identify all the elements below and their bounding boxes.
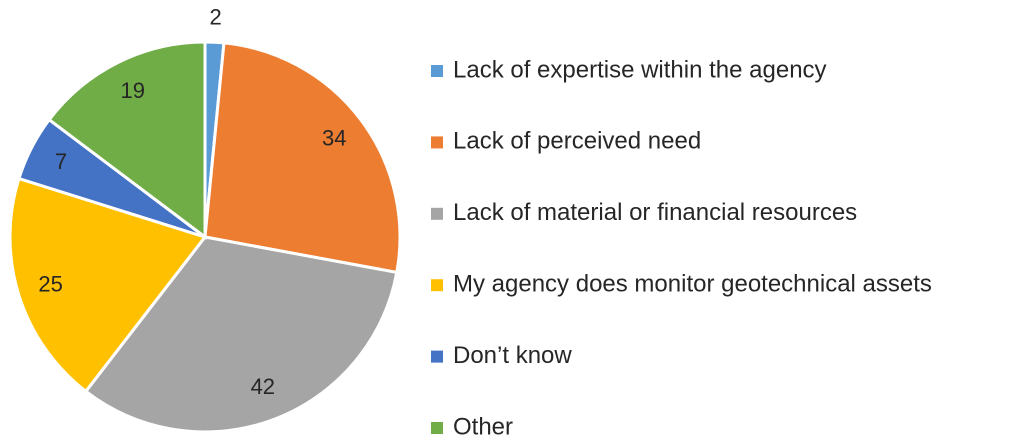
legend-label: Lack of expertise within the agency xyxy=(453,56,827,83)
legend-swatch xyxy=(431,422,443,434)
pie-slice xyxy=(47,40,207,241)
legend-label: Other xyxy=(453,413,513,440)
pie-slice xyxy=(83,235,399,434)
data-label: 42 xyxy=(251,374,275,399)
data-label: 34 xyxy=(322,125,346,150)
data-label: 2 xyxy=(210,5,222,30)
legend-label: Lack of perceived need xyxy=(453,128,701,155)
pie-slice xyxy=(8,176,208,394)
data-label: 19 xyxy=(121,78,145,103)
legend-swatch xyxy=(431,350,443,363)
legend-label: Don’t know xyxy=(453,342,572,369)
legend-swatch xyxy=(431,136,443,149)
legend-label: My agency does monitor geotechnical asse… xyxy=(453,271,932,298)
data-label: 25 xyxy=(38,271,62,296)
data-label: 7 xyxy=(55,149,67,174)
legend-swatch xyxy=(431,65,443,77)
legend-label: Lack of material or financial resources xyxy=(453,199,857,226)
legend-swatch xyxy=(431,279,443,292)
legend-swatch xyxy=(431,207,443,220)
pie-slice xyxy=(203,41,402,275)
